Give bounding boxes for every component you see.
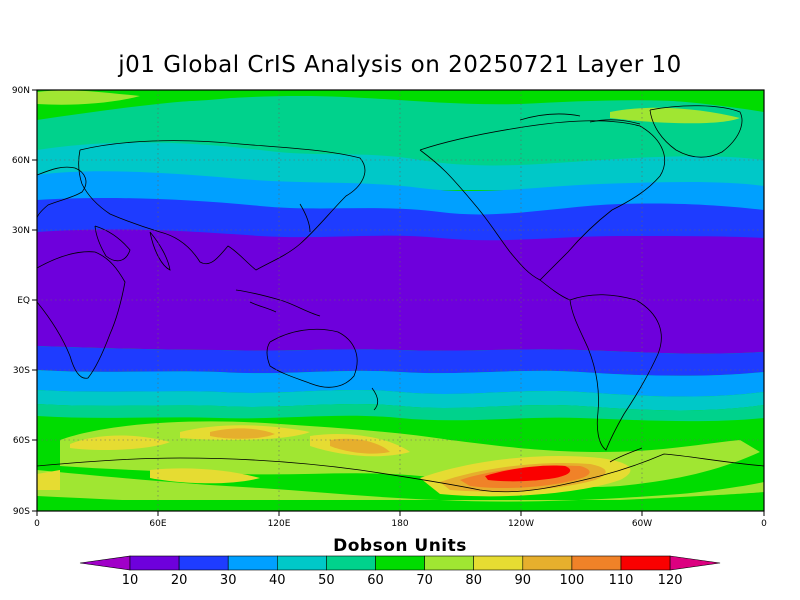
colorbar-title: Dobson Units [333, 536, 467, 556]
colorbar-label: 80 [465, 573, 482, 588]
band-green-pole [37, 492, 764, 511]
coast-north-america [419, 120, 665, 281]
band-orange-1 [210, 428, 275, 439]
colorbar-swatch [129, 555, 180, 571]
coast-india [149, 231, 171, 271]
lon-label: 60E [149, 519, 166, 529]
colorbar-swatch [424, 555, 475, 571]
lat-label: 90S [13, 507, 30, 517]
lat-label: EQ [17, 296, 30, 306]
colorbar-swatch [227, 555, 278, 571]
colorbar-arrow-high [669, 555, 721, 571]
colorbar-swatch [522, 555, 573, 571]
colorbar: 10 20 30 40 50 60 70 80 90 100 110 120 [79, 555, 721, 588]
band-blue-south [37, 346, 764, 376]
band-yellow-6 [37, 470, 60, 490]
coast-antarctic-peninsula [609, 447, 643, 463]
band-purple-tropics [37, 229, 764, 354]
coast-antarctica [37, 453, 764, 493]
band-blue-north [37, 198, 764, 245]
coast-japan [299, 203, 311, 233]
band-yellowgreen-south-2 [37, 470, 764, 502]
colorbar-arrow-low [79, 555, 131, 571]
page-title: j01 Global CrIS Analysis on 20250721 Lay… [118, 52, 682, 78]
colorbar-label: 70 [416, 573, 433, 588]
lon-label: 180 [391, 519, 408, 529]
band-orange-2 [330, 438, 390, 454]
colorbar-swatch [571, 555, 622, 571]
colorbar-swatch [473, 555, 524, 571]
band-green-arctic [37, 90, 764, 112]
band-yellowgreen-arctic-2 [610, 107, 740, 124]
colorbar-label: 50 [318, 573, 335, 588]
lon-label: 120W [508, 519, 534, 529]
lat-label: 90N [12, 86, 30, 96]
coast-europe [37, 166, 87, 219]
lat-label: 60S [13, 436, 30, 446]
coast-australia [266, 328, 358, 388]
lon-labels: 0 60E 120E 180 120W 60W 0 [34, 519, 767, 529]
colorbar-label: 100 [559, 573, 584, 588]
colorbar-label: 90 [515, 573, 532, 588]
colorbar-label: 110 [609, 573, 634, 588]
coast-arabia [94, 225, 131, 262]
lat-label: 30N [12, 226, 30, 236]
lat-labels: 90N 60N 30N EQ 30S 60S 90S [12, 86, 30, 517]
band-yellow-1 [70, 435, 170, 450]
lon-label: 0 [34, 519, 40, 529]
colorbar-swatch [178, 555, 229, 571]
lon-label: 60W [632, 519, 652, 529]
colorbar-swatch [375, 555, 425, 571]
lon-label: 0 [761, 519, 767, 529]
band-red-core [485, 465, 571, 482]
band-yellow-4 [150, 468, 260, 484]
colorbar-swatch [326, 555, 376, 571]
band-cyan-south [37, 390, 764, 411]
colorbar-label: 20 [171, 573, 188, 588]
coast-central-america [539, 279, 571, 301]
colorbar-label: 120 [658, 573, 683, 588]
coast-greenland [649, 105, 743, 158]
coast-arctic-islands [519, 113, 641, 125]
band-teal-south [37, 404, 764, 422]
colorbar-label: 30 [220, 573, 237, 588]
coast-asia [78, 140, 366, 271]
colorbar-swatch [620, 555, 671, 571]
coast-nz [371, 387, 378, 411]
coast-south-america [569, 294, 662, 451]
ozone-field [37, 90, 764, 511]
lat-label: 30S [13, 366, 30, 376]
lon-label: 120E [268, 519, 291, 529]
tick-marks [32, 89, 765, 516]
coast-africa [37, 251, 126, 379]
colorbar-swatch [276, 555, 327, 571]
colorbar-label: 40 [269, 573, 286, 588]
colorbar-label: 60 [367, 573, 384, 588]
band-lightblue-south [37, 370, 764, 397]
band-yellowgreen-arctic [37, 90, 140, 105]
colorbar-label: 10 [122, 573, 139, 588]
lat-label: 60N [12, 156, 30, 166]
